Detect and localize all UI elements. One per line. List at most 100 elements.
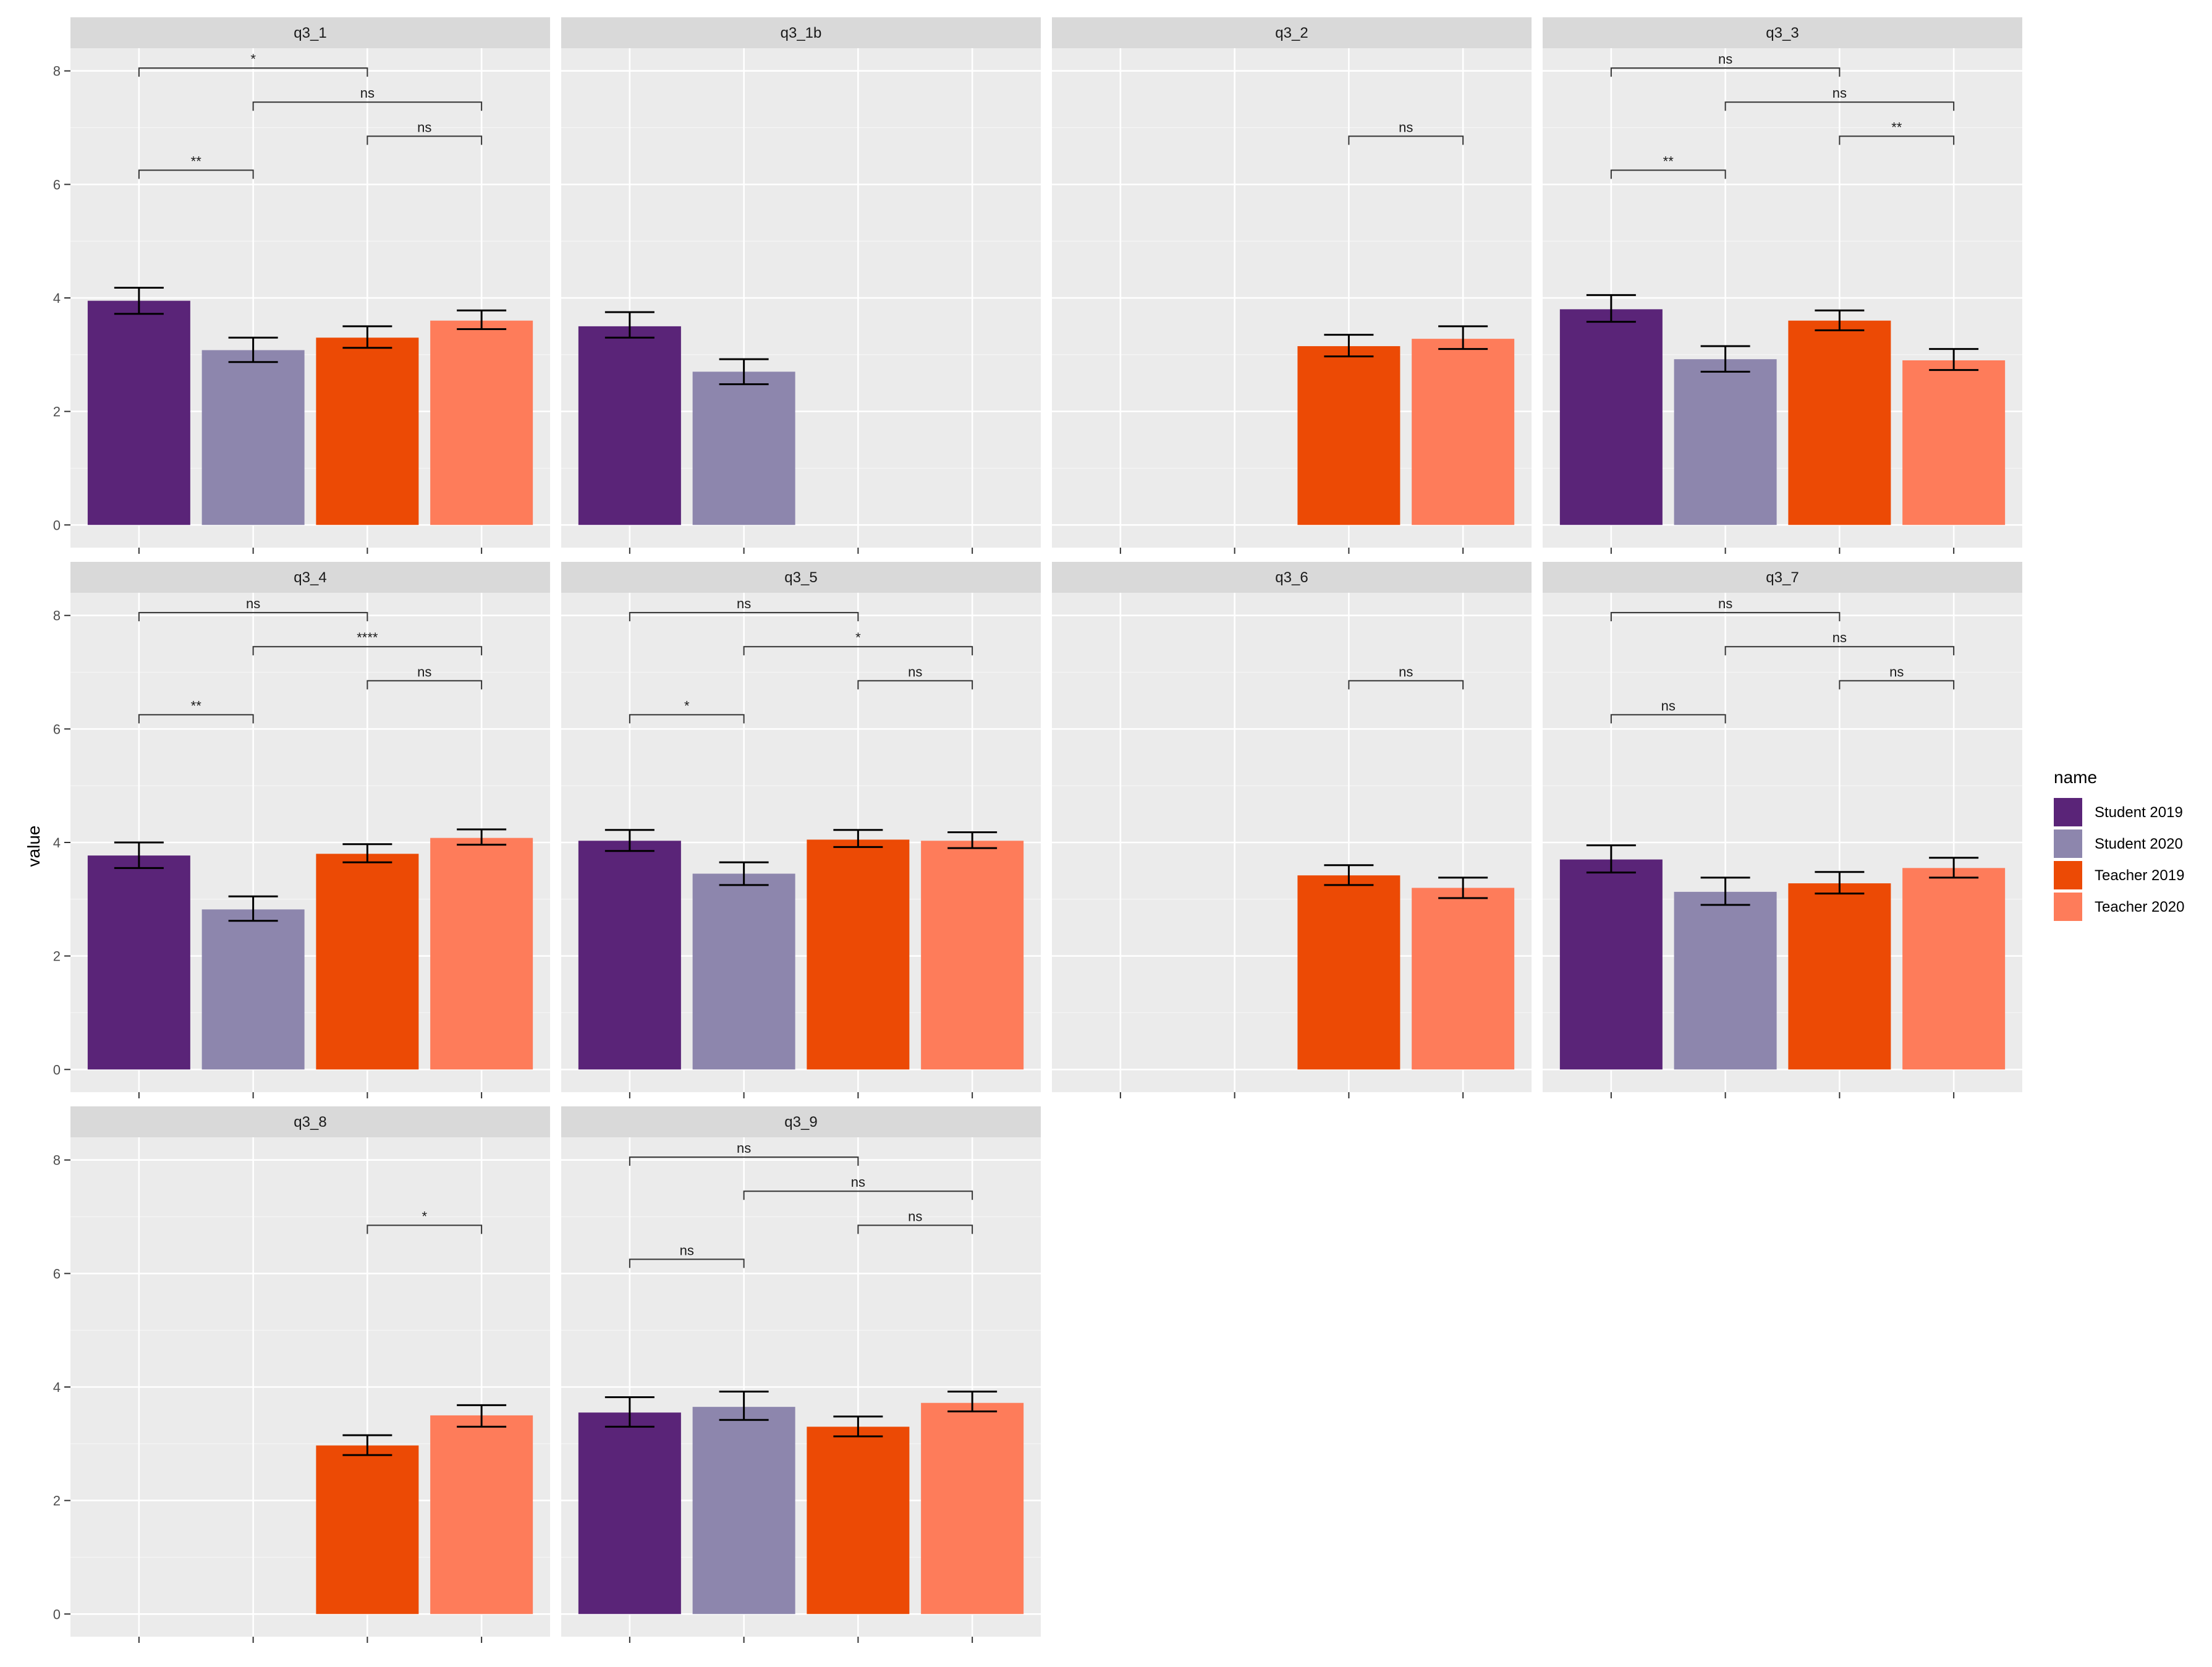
facet-strip <box>70 562 550 593</box>
significance-bracket <box>1724 101 1955 111</box>
y-tick-label: 6 <box>53 721 61 737</box>
y-axis-title: value <box>24 826 43 867</box>
legend-title: name <box>2054 768 2097 787</box>
significance-label: ns <box>737 596 751 611</box>
bar <box>1902 360 2006 525</box>
significance-label: ns <box>417 664 431 679</box>
bar <box>316 854 419 1070</box>
bar <box>692 873 795 1070</box>
bar <box>1788 320 1891 525</box>
significance-label: ns <box>1833 85 1847 101</box>
facet-strip <box>1543 562 2022 593</box>
bar <box>578 1412 681 1614</box>
legend-swatch <box>2054 861 2082 889</box>
significance-bracket <box>1610 714 1726 724</box>
facet-title: q3_9 <box>784 1114 817 1130</box>
bar <box>578 841 681 1070</box>
y-tick-label: 6 <box>53 177 61 192</box>
facet-title: q3_6 <box>1275 569 1308 586</box>
bar <box>316 1445 419 1614</box>
bar <box>1559 859 1663 1070</box>
facet-strip <box>1052 562 1532 593</box>
significance-bracket <box>1610 67 1841 77</box>
significance-bracket <box>1610 612 1841 622</box>
facet-panel-q3_8: q3_8 * 0 2 4 6 8 <box>53 1106 550 1643</box>
significance-label: ns <box>1718 51 1732 67</box>
facet-panel-q3_2: q3_2ns <box>1052 17 1532 554</box>
bar <box>1412 888 1515 1070</box>
facet-panel-q3_1b: q3_1b <box>561 17 1041 554</box>
facet-title: q3_1b <box>781 25 822 41</box>
significance-bracket <box>629 1156 859 1166</box>
significance-label: ns <box>1399 664 1413 679</box>
facet-title: q3_2 <box>1275 25 1308 41</box>
y-tick-label: 6 <box>53 1266 61 1281</box>
facet-strip <box>561 17 1041 48</box>
facet-title: q3_4 <box>294 569 326 586</box>
significance-label: ns <box>680 1242 694 1258</box>
y-tick-label: 2 <box>53 1493 61 1509</box>
legend-label: Student 2020 <box>2095 836 2183 852</box>
bar <box>430 838 533 1070</box>
significance-label: ns <box>908 1208 922 1224</box>
significance-bracket <box>629 714 745 724</box>
significance-label: ns <box>737 1140 751 1156</box>
significance-label: ns <box>1833 630 1847 645</box>
legend: name Student 2019 Student 2020 Teacher 2019… <box>2054 768 2184 921</box>
significance-label: ** <box>191 153 202 169</box>
significance-bracket <box>1839 680 1955 690</box>
significance-bracket <box>1724 646 1955 656</box>
facet-strip <box>70 17 550 48</box>
facet-panel-q3_1: q3_1 * ns ns ** 0 2 4 6 8 <box>53 17 550 554</box>
facet-panel-q3_9: q3_9ns ns ns ns <box>561 1106 1041 1643</box>
significance-bracket <box>629 612 859 622</box>
facet-strip <box>1052 17 1532 48</box>
y-tick-label: 0 <box>53 1606 61 1622</box>
y-tick-label: 4 <box>53 835 61 850</box>
bar <box>87 300 190 525</box>
legend-swatch <box>2054 829 2082 858</box>
facet-panel-q3_7: q3_7ns ns ns ns <box>1543 562 2022 1098</box>
significance-bracket <box>1839 135 1955 145</box>
facet-title: q3_1 <box>294 25 326 41</box>
significance-bracket <box>1348 135 1464 145</box>
significance-bracket <box>629 1258 745 1268</box>
bar <box>921 841 1024 1070</box>
significance-label: ** <box>1663 153 1674 169</box>
significance-bracket <box>1610 169 1726 179</box>
significance-label: * <box>422 1208 427 1224</box>
significance-bracket <box>252 646 483 656</box>
significance-label: * <box>250 51 256 67</box>
significance-label: ns <box>1661 698 1676 713</box>
legend-swatch <box>2054 798 2082 826</box>
y-tick-label: 8 <box>53 64 61 79</box>
bar <box>201 350 305 525</box>
facet-strip <box>561 1106 1041 1137</box>
y-tick-label: 4 <box>53 291 61 306</box>
facet-title: q3_8 <box>294 1114 326 1130</box>
bar <box>201 909 305 1070</box>
significance-bracket <box>367 1224 483 1234</box>
y-tick-label: 8 <box>53 608 61 624</box>
significance-bracket <box>367 135 483 145</box>
y-tick-label: 2 <box>53 949 61 964</box>
significance-label: ns <box>417 119 431 135</box>
significance-label: ns <box>360 85 375 101</box>
significance-bracket <box>1348 680 1464 690</box>
bar <box>1902 868 2006 1070</box>
y-tick-label: 2 <box>53 404 61 420</box>
bar <box>692 1407 795 1614</box>
significance-bracket <box>367 680 483 690</box>
significance-label: **** <box>357 630 378 645</box>
significance-bracket <box>138 612 368 622</box>
bar <box>430 1415 533 1614</box>
significance-label: ns <box>851 1174 865 1190</box>
bar <box>807 1427 910 1614</box>
facet-panel-q3_4: q3_4ns **** ns ** 0 2 4 6 8 <box>53 562 550 1098</box>
y-tick-label: 0 <box>53 517 61 533</box>
facet-panel-q3_6: q3_6ns <box>1052 562 1532 1098</box>
bar <box>578 326 681 525</box>
facet-title: q3_5 <box>784 569 817 586</box>
legend-label: Student 2019 <box>2095 804 2183 821</box>
significance-label: ns <box>246 596 260 611</box>
